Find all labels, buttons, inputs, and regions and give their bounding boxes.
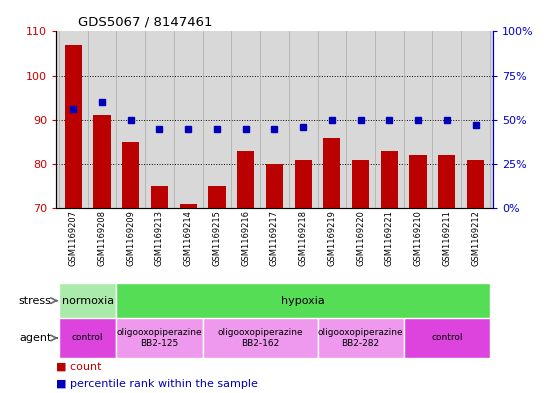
Bar [59,283,116,318]
Bar [381,151,398,208]
Text: ■ count: ■ count [56,362,101,371]
Bar [467,160,484,208]
Text: ■ percentile rank within the sample: ■ percentile rank within the sample [56,379,258,389]
Bar [94,116,110,208]
Text: control: control [431,334,463,342]
Bar [404,318,490,358]
Bar [116,318,203,358]
Bar [266,164,283,208]
Bar [438,155,455,208]
Text: oligooxopiperazine
BB2-162: oligooxopiperazine BB2-162 [217,328,303,348]
Bar [122,142,139,208]
Bar [64,45,82,208]
Bar [203,318,318,358]
Bar [295,160,312,208]
Bar [352,160,369,208]
Bar [116,283,490,318]
Text: oligooxopiperazine
BB2-125: oligooxopiperazine BB2-125 [116,328,202,348]
Text: normoxia: normoxia [62,296,114,306]
Bar [59,318,116,358]
Bar [151,186,168,208]
Bar [208,186,226,208]
Text: GDS5067 / 8147461: GDS5067 / 8147461 [78,16,212,29]
Text: agent: agent [19,333,52,343]
Bar [237,151,254,208]
Text: stress: stress [18,296,52,306]
Text: hypoxia: hypoxia [281,296,325,306]
Text: oligooxopiperazine
BB2-282: oligooxopiperazine BB2-282 [318,328,403,348]
Bar [180,204,197,208]
Text: control: control [72,334,104,342]
Bar [318,318,404,358]
Bar [323,138,340,208]
Bar [409,155,427,208]
